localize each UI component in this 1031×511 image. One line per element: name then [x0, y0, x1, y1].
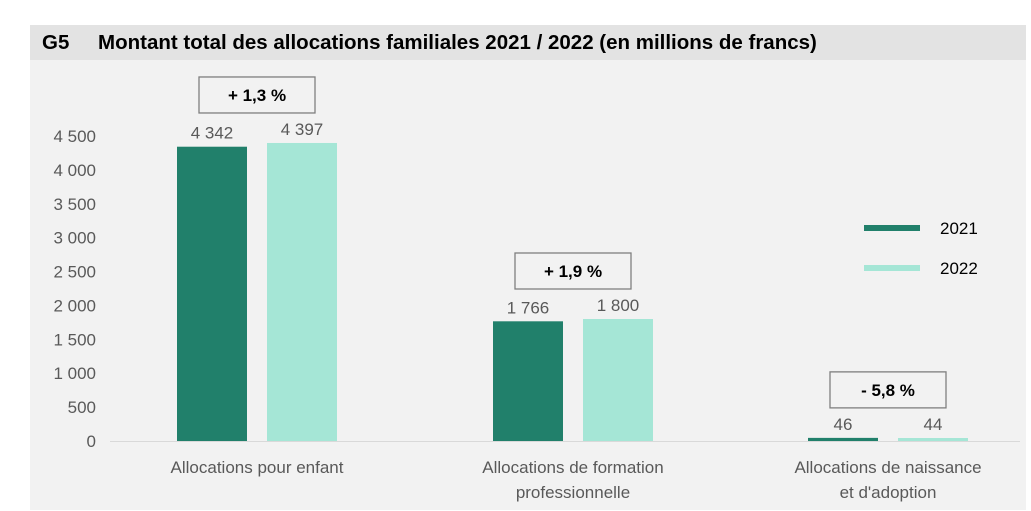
data-label: 1 800 — [597, 296, 640, 315]
y-tick-label: 1 500 — [53, 330, 96, 349]
category-label: professionnelle — [516, 483, 630, 502]
y-tick-label: 500 — [68, 398, 96, 417]
bar-2022-3 — [898, 438, 968, 441]
bar-2021-2 — [493, 321, 563, 441]
legend-label: 2022 — [940, 259, 978, 278]
data-label: 44 — [924, 415, 943, 434]
change-annotation: + 1,3 % — [228, 86, 286, 105]
category-label: et d'adoption — [840, 483, 937, 502]
y-tick-label: 2 500 — [53, 263, 96, 282]
y-tick-label: 3 500 — [53, 195, 96, 214]
y-tick-label: 4 000 — [53, 161, 96, 180]
data-label: 46 — [834, 415, 853, 434]
y-tick-label: 1 000 — [53, 364, 96, 383]
change-annotation-box — [514, 252, 632, 290]
y-tick-label: 0 — [87, 432, 96, 451]
change-annotation-box — [829, 371, 947, 409]
bar-2022-1 — [267, 142, 337, 441]
chart-title: Montant total des allocations familiales… — [98, 31, 817, 54]
data-label: 4 397 — [281, 120, 324, 139]
change-annotation-box — [198, 76, 316, 114]
chart-title-id: G5 — [42, 31, 69, 54]
legend-label: 2021 — [940, 219, 978, 238]
legend-swatch-2021 — [864, 225, 920, 231]
category-label: Allocations pour enfant — [171, 458, 344, 477]
y-tick-label: 3 000 — [53, 229, 96, 248]
change-annotation: + 1,9 % — [544, 262, 602, 281]
title-bar — [30, 25, 1026, 60]
y-tick-label: 2 000 — [53, 296, 96, 315]
data-label: 1 766 — [507, 298, 550, 317]
category-label: Allocations de formation — [482, 458, 663, 477]
bar-2021-3 — [808, 437, 878, 441]
legend-swatch-2022 — [864, 265, 920, 271]
data-label: 4 342 — [191, 124, 234, 143]
category-label: Allocations de naissance — [794, 458, 981, 477]
y-tick-label: 4 500 — [53, 127, 96, 146]
plot-area: 0 500 1 000 1 500 2 000 2 500 3 000 3 500 4 000 4… — [53, 76, 1020, 502]
bar-2022-2 — [583, 319, 653, 441]
bar-2021-1 — [177, 146, 247, 441]
change-annotation: - 5,8 % — [861, 381, 915, 400]
